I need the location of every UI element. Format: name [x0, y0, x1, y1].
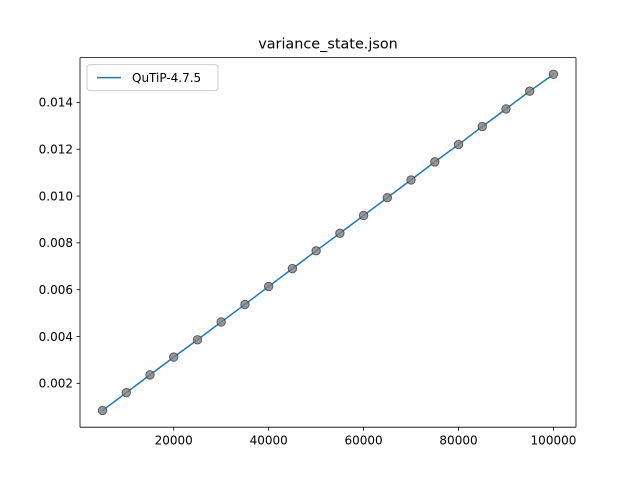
y-tick-label: 0.002 [39, 377, 73, 391]
y-tick-label: 0.014 [39, 96, 73, 110]
data-point [548, 69, 559, 80]
data-point [216, 317, 226, 327]
y-tick-label: 0.010 [39, 189, 73, 203]
x-tick-label: 80000 [439, 434, 477, 448]
data-point [97, 405, 108, 416]
data-point [121, 387, 131, 398]
data-point [501, 104, 511, 114]
data-point [287, 263, 298, 274]
legend-label: QuTiP-4.7.5 [132, 71, 201, 85]
y-tick-label: 0.012 [39, 143, 73, 157]
data-point [169, 352, 179, 362]
data-point [406, 175, 416, 185]
y-tick-label: 0.006 [39, 283, 73, 297]
data-point [145, 370, 155, 380]
x-tick-label: 100000 [531, 434, 577, 448]
data-point [525, 86, 535, 96]
y-tick-label: 0.008 [39, 236, 73, 250]
data-point [240, 299, 250, 310]
data-point [192, 335, 203, 345]
series-line [101, 73, 555, 412]
plot-area [97, 69, 559, 416]
legend-box [86, 64, 219, 92]
data-point [311, 246, 321, 256]
x-tick-label: 20000 [155, 434, 193, 448]
data-point [453, 139, 464, 150]
data-point [358, 210, 369, 221]
chart-title: variance_state.json [258, 37, 398, 53]
x-tick-label: 60000 [345, 434, 383, 448]
data-point [430, 157, 440, 167]
y-tick-label: 0.004 [39, 330, 73, 344]
data-point [477, 121, 487, 132]
x-tick-label: 40000 [250, 434, 288, 448]
legend: QuTiP-4.7.5 [86, 64, 219, 92]
data-point [335, 228, 345, 238]
axes: 20000 40000 60000 80000 100000 0.002 0.004 0.00… [39, 57, 577, 448]
data-point [263, 281, 274, 292]
data-point [382, 192, 393, 203]
